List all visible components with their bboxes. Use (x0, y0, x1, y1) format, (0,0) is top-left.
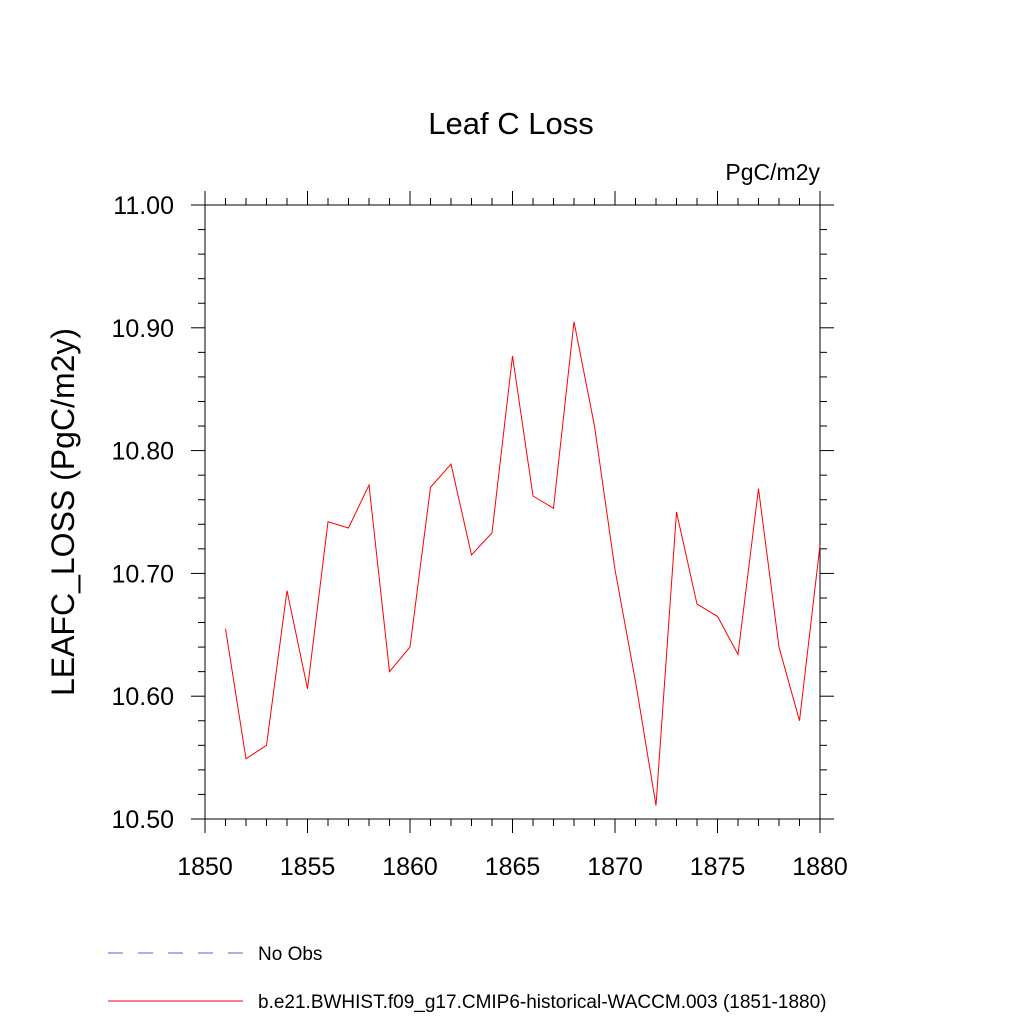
y-tick-label: 11.00 (113, 192, 174, 220)
series-line (225, 321, 821, 806)
x-tick-labels: 1850 1855 1860 1865 1870 1875 1880 (177, 853, 848, 881)
axis-ticks (191, 191, 834, 833)
y-tick-label: 10.70 (111, 560, 174, 588)
x-tick-label: 1880 (792, 853, 848, 881)
units-label: PgC/m2y (725, 159, 820, 185)
x-tick-label: 1865 (485, 853, 541, 881)
x-tick-label: 1850 (177, 853, 233, 881)
y-tick-label: 10.50 (111, 806, 174, 834)
x-tick-label: 1870 (587, 853, 643, 881)
legend-label-model-run: b.e21.BWHIST.f09_g17.CMIP6-historical-WA… (258, 992, 826, 1013)
legend-label-no-obs: No Obs (258, 944, 322, 965)
y-tick-label: 10.60 (111, 683, 174, 711)
y-tick-label: 10.80 (111, 438, 174, 466)
y-tick-labels: 10.50 10.60 10.70 10.80 10.90 11.00 (111, 192, 174, 834)
x-tick-label: 1860 (382, 853, 438, 881)
series-group (225, 321, 821, 806)
x-tick-label: 1875 (690, 853, 746, 881)
y-tick-label: 10.90 (111, 315, 174, 343)
plot-border (204, 204, 821, 820)
x-tick-label: 1855 (280, 853, 336, 881)
chart-title: Leaf C Loss (428, 106, 593, 141)
plot-frame (204, 204, 821, 820)
legend: No Obs b.e21.BWHIST.f09_g17.CMIP6-histor… (108, 944, 826, 1013)
y-axis-label: LEAFC_LOSS (PgC/m2y) (45, 328, 81, 696)
